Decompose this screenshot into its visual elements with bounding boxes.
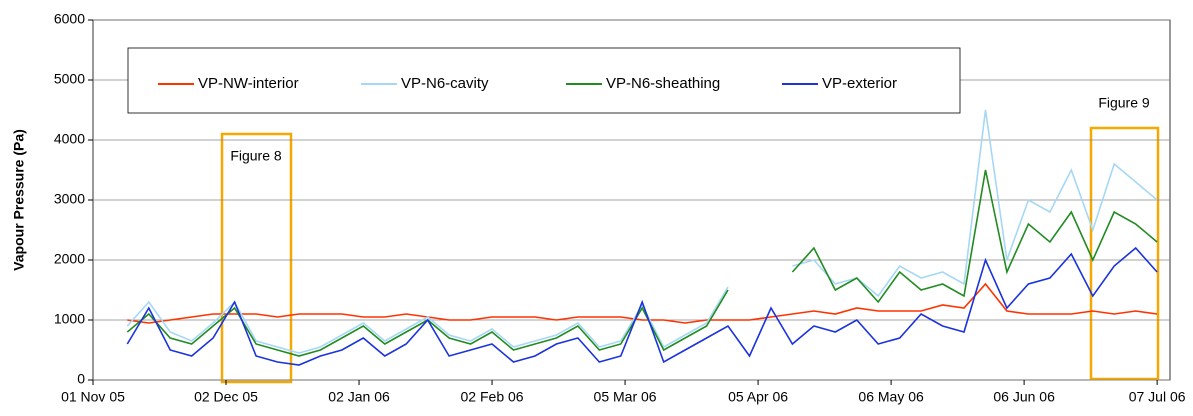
x-tick-label: 01 Nov 05 bbox=[61, 389, 125, 405]
x-tick-label: 07 Jul 06 bbox=[1129, 389, 1186, 405]
legend-label: VP-NW-interior bbox=[198, 75, 299, 92]
x-tick-label: 02 Dec 05 bbox=[194, 389, 258, 405]
x-tick-label: 05 Apr 06 bbox=[728, 389, 788, 405]
y-tick-label: 1000 bbox=[54, 311, 85, 327]
legend-label: VP-N6-cavity bbox=[401, 75, 489, 92]
x-tick-label: 06 May 06 bbox=[858, 389, 924, 405]
y-tick-label: 5000 bbox=[54, 71, 85, 87]
series-line bbox=[126, 169, 1158, 357]
legend-label: VP-exterior bbox=[822, 75, 897, 92]
figure-9-box bbox=[1089, 126, 1160, 381]
y-axis-label: Vapour Pressure (Pa) bbox=[11, 129, 27, 271]
figure-8-box bbox=[220, 132, 293, 384]
y-tick-label: 4000 bbox=[54, 131, 85, 147]
series-line bbox=[127, 282, 1158, 324]
y-tick-label: 0 bbox=[77, 371, 85, 387]
x-tick-label: 05 Mar 06 bbox=[594, 389, 657, 405]
legend bbox=[127, 47, 961, 114]
x-tick-label: 02 Feb 06 bbox=[461, 389, 524, 405]
y-tick-label: 3000 bbox=[54, 191, 85, 207]
annotation: Figure 8 bbox=[230, 148, 282, 164]
legend-label: VP-N6-sheathing bbox=[606, 75, 720, 92]
annotation: Figure 9 bbox=[1098, 95, 1150, 111]
y-tick-label: 6000 bbox=[54, 11, 85, 27]
x-tick-label: 06 Jun 06 bbox=[993, 389, 1055, 405]
series-line bbox=[126, 246, 1158, 366]
y-tick-label: 2000 bbox=[54, 251, 85, 267]
series-line bbox=[126, 109, 1158, 354]
x-tick-label: 02 Jan 06 bbox=[328, 389, 390, 405]
